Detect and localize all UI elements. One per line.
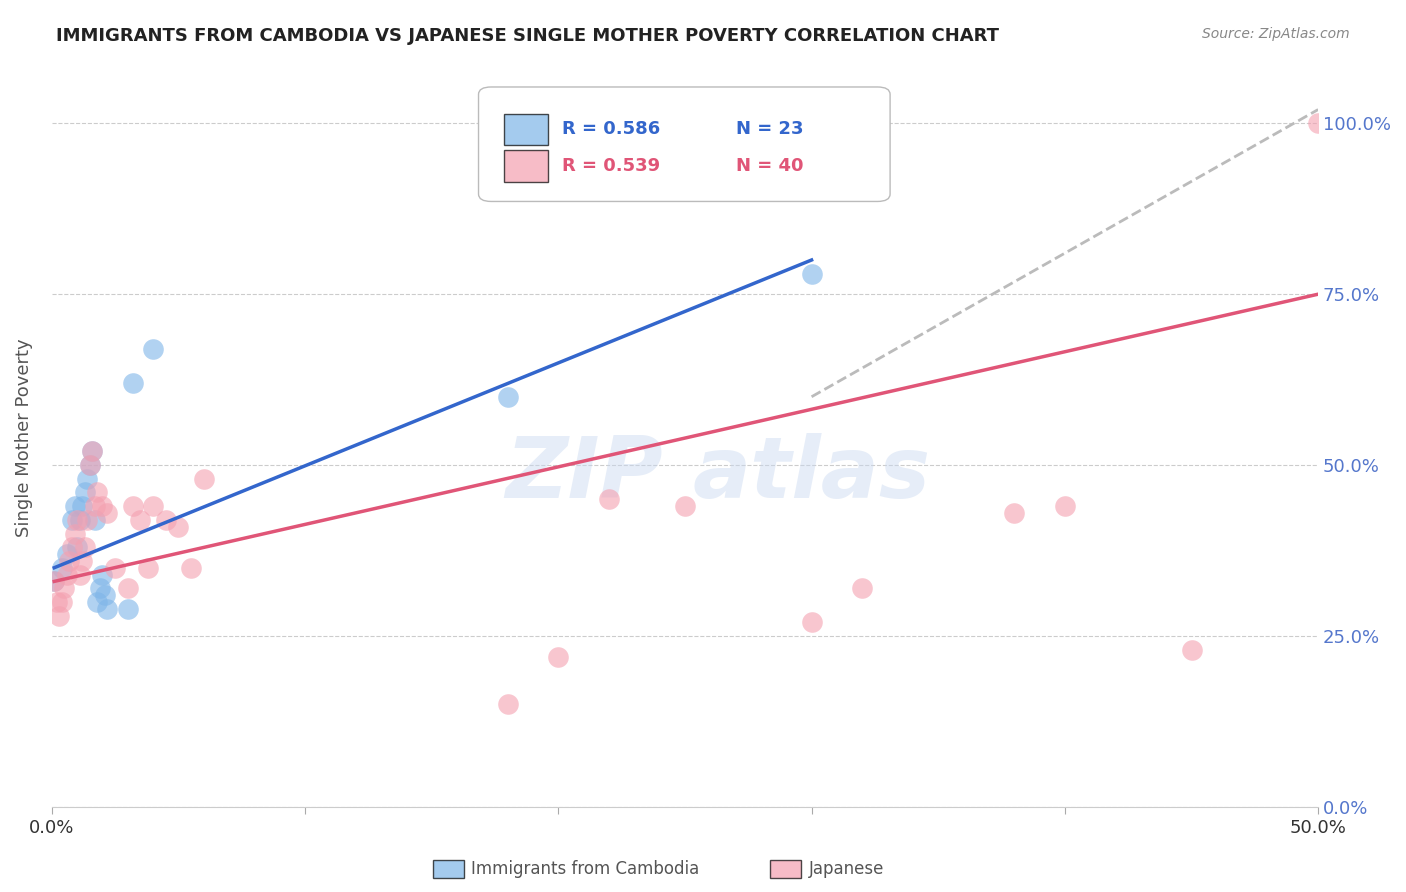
Point: [60, 513, 83, 527]
Point: [83, 499, 105, 513]
Point: [86, 595, 108, 609]
Point: [104, 560, 127, 574]
Point: [45, 595, 67, 609]
Point: [851, 581, 873, 595]
Point: [180, 560, 202, 574]
Point: [70, 554, 93, 568]
Point: [73, 485, 96, 500]
Point: [117, 581, 139, 595]
Point: [1180, 642, 1202, 657]
Point: [94, 588, 117, 602]
Point: [167, 519, 190, 533]
Point: [155, 513, 177, 527]
Point: [51, 595, 73, 609]
Point: [142, 499, 165, 513]
Point: [129, 513, 152, 527]
Text: R = 0.539: R = 0.539: [562, 157, 661, 175]
Point: [69, 513, 91, 527]
Point: [117, 601, 139, 615]
Point: [63, 499, 86, 513]
Point: [66, 513, 89, 527]
Text: N = 40: N = 40: [735, 157, 803, 175]
Point: [496, 698, 519, 712]
Text: Source: ZipAtlas.com: Source: ZipAtlas.com: [1202, 27, 1350, 41]
Point: [56, 547, 79, 561]
Point: [70, 499, 93, 513]
Point: [58, 554, 80, 568]
Point: [1002, 506, 1025, 520]
Point: [44, 574, 66, 589]
Point: [76, 472, 98, 486]
Text: N = 23: N = 23: [735, 120, 803, 138]
Point: [60, 540, 83, 554]
Point: [121, 376, 143, 390]
FancyBboxPatch shape: [503, 113, 548, 145]
Point: [800, 267, 823, 281]
Point: [1308, 116, 1330, 130]
Point: [63, 526, 86, 541]
FancyBboxPatch shape: [478, 87, 890, 202]
Point: [48, 608, 70, 623]
Point: [73, 540, 96, 554]
Point: [79, 458, 101, 472]
Point: [51, 560, 73, 574]
Point: [136, 560, 159, 574]
Text: R = 0.586: R = 0.586: [562, 120, 661, 138]
Text: Japanese: Japanese: [808, 860, 884, 878]
Text: IMMIGRANTS FROM CAMBODIA VS JAPANESE SINGLE MOTHER POVERTY CORRELATION CHART: IMMIGRANTS FROM CAMBODIA VS JAPANESE SIN…: [56, 27, 1000, 45]
Point: [44, 574, 66, 589]
Text: ZIP: ZIP: [505, 434, 662, 516]
Point: [82, 444, 104, 458]
Point: [76, 513, 98, 527]
Point: [800, 615, 823, 630]
Point: [83, 513, 105, 527]
Point: [96, 601, 118, 615]
Point: [53, 581, 76, 595]
Point: [121, 499, 143, 513]
Point: [142, 342, 165, 356]
Point: [96, 506, 118, 520]
Point: [598, 492, 620, 507]
Point: [66, 540, 89, 554]
Point: [1053, 499, 1076, 513]
Point: [547, 649, 569, 664]
Point: [673, 499, 696, 513]
FancyBboxPatch shape: [503, 151, 548, 181]
Point: [86, 485, 108, 500]
Y-axis label: Single Mother Poverty: Single Mother Poverty: [15, 338, 32, 537]
Point: [91, 567, 114, 582]
Text: atlas: atlas: [693, 434, 931, 516]
Text: Immigrants from Cambodia: Immigrants from Cambodia: [471, 860, 699, 878]
Point: [69, 567, 91, 582]
Point: [193, 472, 215, 486]
Point: [91, 499, 114, 513]
Point: [496, 390, 519, 404]
Point: [56, 567, 79, 582]
Point: [82, 444, 104, 458]
Point: [79, 458, 101, 472]
Point: [89, 581, 111, 595]
